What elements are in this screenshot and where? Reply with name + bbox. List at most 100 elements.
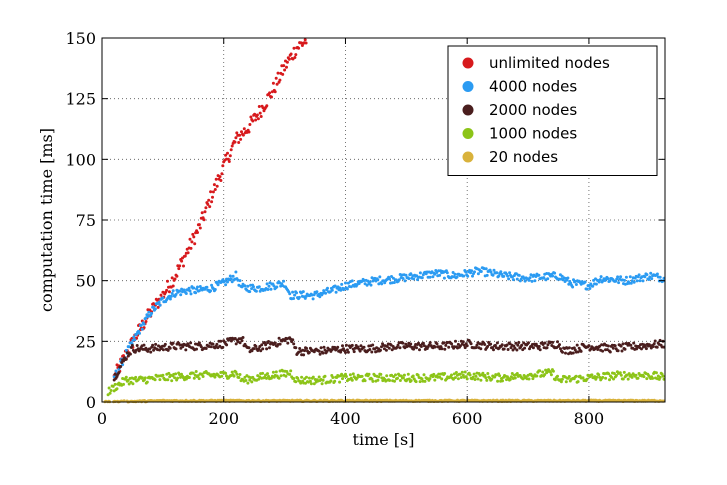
data-point [626, 377, 630, 381]
data-point [256, 117, 260, 121]
data-point [196, 374, 200, 378]
data-point [266, 288, 270, 291]
data-point [277, 336, 281, 340]
data-point [178, 289, 182, 293]
data-point [404, 273, 408, 277]
data-point [240, 339, 244, 343]
data-point [608, 350, 612, 354]
legend-label: 1000 nodes [489, 125, 577, 143]
data-point [358, 349, 362, 353]
data-point [508, 271, 512, 275]
data-point [224, 371, 228, 375]
data-point [326, 286, 329, 290]
data-point [652, 342, 656, 346]
data-point [350, 279, 354, 283]
data-point [614, 374, 618, 377]
series-4000-nodes [112, 266, 666, 379]
data-point [604, 376, 608, 380]
data-point [401, 277, 405, 280]
data-point [379, 348, 382, 352]
data-point [124, 357, 128, 361]
legend-label: unlimited nodes [489, 54, 610, 72]
data-point [178, 264, 182, 268]
data-point [174, 347, 178, 351]
data-point [533, 279, 537, 283]
data-point [486, 372, 490, 375]
data-point [165, 288, 169, 292]
data-point [166, 348, 170, 352]
data-point [150, 311, 154, 315]
data-point [421, 341, 425, 345]
data-point [445, 271, 449, 275]
data-point [403, 279, 407, 283]
data-point [564, 380, 568, 384]
data-point [203, 210, 207, 214]
data-point [632, 280, 636, 284]
data-point [254, 118, 258, 122]
data-point [204, 206, 208, 210]
data-point [188, 237, 192, 241]
data-point [147, 310, 151, 314]
data-point [571, 285, 575, 289]
y-tick-label: 125 [65, 90, 96, 109]
data-point [623, 347, 627, 351]
data-point [368, 280, 372, 284]
data-point [538, 369, 542, 373]
data-point [630, 375, 634, 379]
data-point [543, 373, 547, 377]
data-point [167, 371, 171, 375]
data-point [471, 274, 474, 278]
data-point [181, 345, 185, 349]
data-point [643, 275, 647, 279]
data-point [272, 284, 276, 288]
data-point [319, 346, 323, 350]
data-point [265, 347, 269, 351]
data-point [158, 378, 162, 382]
data-point [158, 303, 162, 307]
data-point [169, 294, 173, 298]
data-point [311, 375, 315, 379]
data-point [257, 377, 261, 381]
data-point [527, 278, 531, 282]
data-point [502, 347, 506, 351]
x-axis-label: time [s] [353, 430, 415, 449]
data-point [153, 307, 157, 311]
data-point [527, 341, 530, 345]
data-point [551, 340, 555, 344]
data-point [490, 377, 494, 381]
data-point [409, 379, 413, 383]
data-point [608, 279, 612, 283]
data-point [613, 344, 617, 348]
data-point [492, 268, 496, 272]
data-point [348, 373, 352, 377]
data-point [440, 377, 444, 381]
data-point [198, 226, 202, 230]
data-point [385, 374, 389, 378]
data-point [270, 95, 273, 99]
data-point [282, 279, 286, 283]
data-point [531, 346, 535, 350]
data-point [476, 377, 480, 381]
data-point [501, 379, 504, 383]
data-point [186, 251, 190, 255]
data-point [496, 379, 500, 383]
data-point [444, 343, 448, 347]
data-point [224, 283, 228, 287]
data-point [620, 349, 624, 353]
data-point [617, 281, 621, 285]
data-point [500, 343, 504, 347]
data-point [321, 378, 325, 382]
data-point [384, 348, 388, 352]
data-point [298, 347, 302, 350]
legend-marker [462, 104, 474, 116]
data-point [404, 342, 408, 346]
data-point [643, 344, 647, 348]
data-point [485, 378, 489, 382]
data-point [363, 379, 367, 383]
data-point [174, 293, 178, 296]
data-point [157, 300, 161, 304]
data-point [271, 81, 275, 85]
data-point [376, 278, 380, 282]
data-point [220, 172, 224, 176]
